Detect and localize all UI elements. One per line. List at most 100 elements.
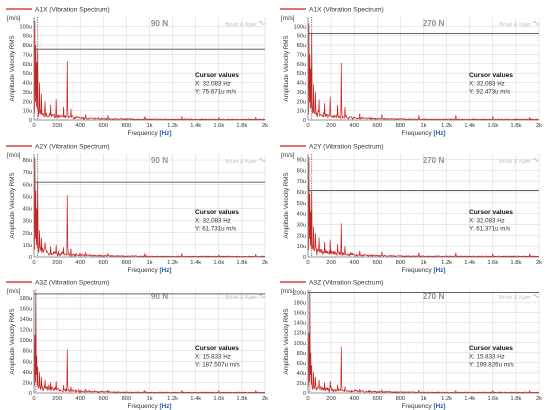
spectrum-chart-svg: A1X (Vibration Spectrum) 270 N Brüel & Kjæ… bbox=[280, 7, 542, 137]
x-tick-label: 800 bbox=[396, 396, 406, 402]
y-tick-label: 0 bbox=[303, 118, 306, 124]
x-tick-label: 1.6k bbox=[213, 123, 224, 129]
unit-label: [m/s] bbox=[7, 152, 21, 159]
cursor-y-value: Y: 187.507u m/s bbox=[195, 362, 240, 369]
x-tick-label: 1k bbox=[420, 396, 426, 402]
y-tick-label: 120u bbox=[20, 328, 32, 334]
chart-title: 90 N bbox=[151, 19, 168, 28]
cursor-values-heading: Cursor values bbox=[469, 345, 513, 352]
x-axis-title: Frequency [Hz] bbox=[127, 403, 171, 410]
y-tick-label: 40u bbox=[297, 81, 306, 87]
y-tick-label: 20u bbox=[23, 380, 32, 386]
x-tick-label: 1.4k bbox=[464, 396, 475, 402]
x-tick-label: 800 bbox=[122, 396, 132, 402]
x-tick-label: 1k bbox=[420, 123, 426, 129]
x-tick-label: 2k bbox=[262, 260, 268, 266]
x-tick-label: 2k bbox=[536, 396, 542, 402]
y-tick-label: 100u bbox=[294, 341, 306, 347]
y-tick-label: 50u bbox=[297, 71, 306, 77]
y-tick-label: 70u bbox=[297, 52, 306, 58]
y-tick-label: 0 bbox=[303, 391, 306, 397]
x-tick-label: 400 bbox=[349, 260, 359, 266]
y-tick-label: 80u bbox=[23, 158, 32, 164]
x-tick-label: 200 bbox=[326, 123, 336, 129]
x-axis-unit: [Hz] bbox=[433, 130, 445, 137]
x-tick-label: 1.2k bbox=[441, 396, 452, 402]
x-tick-label: 600 bbox=[98, 396, 108, 402]
x-tick-label: 200 bbox=[52, 396, 62, 402]
y-tick-label: 10u bbox=[297, 109, 306, 115]
cursor-y-value: Y: 61.731u m/s bbox=[195, 226, 236, 233]
y-tick-label: 70u bbox=[23, 52, 32, 58]
y-tick-label: 90u bbox=[297, 157, 306, 163]
y-tick-label: 90u bbox=[297, 34, 306, 40]
x-tick-label: 600 bbox=[372, 260, 382, 266]
x-tick-label: 1k bbox=[146, 396, 152, 402]
spectrum-chart-svg: A2Y (Vibration Spectrum) 90 N Brüel & Kjær… bbox=[6, 144, 268, 274]
x-tick-label: 0 bbox=[306, 260, 309, 266]
x-axis-title-text: Frequency bbox=[401, 130, 433, 137]
legend-label: A2Y (Vibration Spectrum) bbox=[309, 144, 384, 151]
y-axis-title: Amplitude Velocity RMS bbox=[283, 308, 290, 374]
chart-title: 270 N bbox=[423, 19, 445, 28]
chart-title: 270 N bbox=[423, 156, 445, 165]
spectrum-panel-1: A1X (Vibration Spectrum) 90 N Brüel & Kjær… bbox=[2, 3, 274, 137]
y-axis-title: Amplitude Velocity RMS bbox=[283, 172, 290, 238]
x-axis-title: Frequency [Hz] bbox=[127, 130, 171, 137]
spectrum-trace bbox=[307, 292, 540, 394]
x-axis-title-text: Frequency bbox=[401, 403, 433, 410]
unit-label: [m/s] bbox=[281, 288, 295, 295]
y-tick-label: 30u bbox=[297, 90, 306, 96]
x-tick-label: 1.6k bbox=[487, 396, 498, 402]
y-tick-label: 0 bbox=[303, 255, 306, 261]
x-tick-label: 1k bbox=[146, 260, 152, 266]
x-tick-label: 1.4k bbox=[464, 123, 475, 129]
x-tick-label: 1.6k bbox=[213, 260, 224, 266]
y-tick-label: 0 bbox=[29, 391, 32, 397]
x-tick-label: 1.2k bbox=[167, 123, 178, 129]
x-tick-label: 1.2k bbox=[441, 123, 452, 129]
y-axis-title: Amplitude Velocity RMS bbox=[9, 308, 16, 374]
y-tick-label: 90u bbox=[23, 34, 32, 40]
x-tick-label: 0 bbox=[306, 396, 309, 402]
x-tick-label: 600 bbox=[98, 260, 108, 266]
brand-watermark: Brüel & Kjær bbox=[225, 159, 257, 165]
x-tick-label: 800 bbox=[396, 123, 406, 129]
x-tick-label: 1.2k bbox=[167, 260, 178, 266]
cursor-y-value: Y: 92.473u m/s bbox=[469, 89, 510, 96]
y-tick-label: 180u bbox=[294, 301, 306, 307]
y-tick-label: 40u bbox=[23, 207, 32, 213]
y-tick-label: 160u bbox=[20, 306, 32, 312]
x-axis-unit: [Hz] bbox=[433, 403, 445, 410]
x-tick-label: 0 bbox=[306, 123, 309, 129]
y-tick-label: 70u bbox=[297, 179, 306, 185]
y-tick-label: 80u bbox=[23, 349, 32, 355]
cursor-x-value: X: 15.833 Hz bbox=[469, 354, 505, 361]
y-tick-label: 100u bbox=[20, 338, 32, 344]
y-tick-label: 20u bbox=[23, 99, 32, 105]
y-tick-label: 20u bbox=[23, 231, 32, 237]
y-tick-label: 60u bbox=[297, 361, 306, 367]
cursor-y-value: Y: 199.826u m/s bbox=[469, 362, 514, 369]
x-tick-label: 1.8k bbox=[236, 396, 247, 402]
x-tick-label: 1.4k bbox=[190, 123, 201, 129]
x-tick-label: 600 bbox=[98, 123, 108, 129]
x-tick-label: 1k bbox=[146, 123, 152, 129]
x-axis-title: Frequency [Hz] bbox=[401, 403, 445, 410]
y-tick-label: 40u bbox=[23, 81, 32, 87]
y-tick-label: 50u bbox=[23, 194, 32, 200]
unit-label: [m/s] bbox=[281, 152, 295, 159]
y-tick-label: 20u bbox=[297, 99, 306, 105]
spectrum-panel-5: A3Z (Vibration Spectrum) 90 N Brüel & Kjær… bbox=[2, 276, 274, 410]
brand-watermark: Brüel & Kjær bbox=[499, 22, 531, 28]
y-tick-label: 30u bbox=[23, 90, 32, 96]
y-tick-label: 60u bbox=[23, 359, 32, 365]
spectrum-trace bbox=[33, 293, 266, 394]
spectrum-trace bbox=[307, 23, 540, 121]
cursor-values-heading: Cursor values bbox=[469, 72, 513, 79]
y-tick-label: 80u bbox=[297, 43, 306, 49]
brand-watermark: Brüel & Kjær bbox=[225, 22, 257, 28]
y-tick-label: 120u bbox=[294, 331, 306, 337]
x-tick-label: 1.8k bbox=[510, 123, 521, 129]
